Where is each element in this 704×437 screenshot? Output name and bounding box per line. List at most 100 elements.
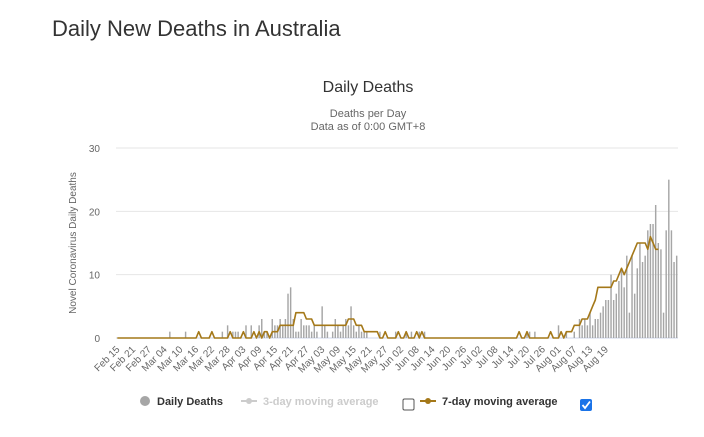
bar bbox=[675, 255, 678, 338]
bar bbox=[250, 325, 252, 338]
check-icon bbox=[581, 400, 591, 410]
bar bbox=[334, 319, 337, 338]
bar bbox=[418, 331, 421, 338]
bar bbox=[366, 331, 368, 338]
bar bbox=[405, 331, 407, 338]
bar bbox=[626, 255, 628, 338]
bar bbox=[668, 179, 670, 338]
bar bbox=[670, 230, 673, 338]
bar bbox=[589, 312, 591, 338]
bar bbox=[594, 319, 596, 338]
bar bbox=[347, 325, 350, 338]
chart-title: Daily Deaths bbox=[323, 79, 414, 96]
bar bbox=[628, 312, 631, 338]
bar bbox=[232, 331, 234, 338]
bar bbox=[261, 319, 263, 338]
bar bbox=[641, 262, 644, 338]
legend-label-daily-deaths: Daily Deaths bbox=[157, 396, 223, 408]
bar bbox=[350, 306, 352, 338]
legend-label-3day-average: 3-day moving average bbox=[263, 396, 379, 408]
bar bbox=[352, 325, 355, 338]
bar bbox=[581, 325, 583, 338]
bar bbox=[618, 281, 620, 338]
bar bbox=[636, 268, 639, 338]
bar bbox=[271, 319, 273, 338]
bar bbox=[534, 331, 536, 338]
bar bbox=[245, 325, 247, 338]
bar bbox=[360, 331, 363, 338]
bar bbox=[266, 331, 268, 338]
bar bbox=[526, 331, 528, 338]
bar bbox=[342, 325, 344, 338]
chart-subtitle-2: Data as of 0:00 GMT+8 bbox=[311, 121, 426, 133]
bar bbox=[673, 262, 675, 338]
y-axis-label: Novel Coronavirus Daily Deaths bbox=[68, 172, 79, 314]
bar bbox=[528, 331, 531, 338]
bar bbox=[169, 331, 171, 338]
bar bbox=[657, 243, 660, 338]
bar bbox=[226, 325, 229, 338]
y-tick-label: 30 bbox=[89, 144, 101, 155]
bar bbox=[605, 300, 607, 338]
y-tick-label: 10 bbox=[89, 271, 101, 282]
bar bbox=[565, 331, 568, 338]
bar bbox=[660, 249, 662, 338]
checkbox-7day-average[interactable] bbox=[580, 399, 592, 411]
bar bbox=[221, 331, 224, 338]
bar bbox=[620, 268, 623, 338]
bar bbox=[602, 306, 604, 338]
legend-item-daily-deaths[interactable]: Daily Deaths bbox=[140, 396, 223, 408]
bar bbox=[649, 224, 652, 338]
bar bbox=[282, 325, 284, 338]
bar bbox=[295, 331, 297, 338]
bar bbox=[410, 331, 413, 338]
bar bbox=[263, 331, 266, 338]
bar bbox=[586, 325, 589, 338]
bar bbox=[234, 331, 237, 338]
bar bbox=[597, 319, 599, 338]
bar bbox=[300, 319, 302, 338]
page-title: Daily New Deaths in Australia bbox=[52, 16, 341, 41]
bar bbox=[591, 325, 594, 338]
bar bbox=[652, 224, 654, 338]
bar bbox=[297, 331, 300, 338]
bar bbox=[633, 293, 636, 338]
bar-series bbox=[169, 179, 678, 338]
bar bbox=[379, 331, 381, 338]
bar bbox=[289, 287, 292, 338]
bar bbox=[612, 300, 615, 338]
legend-marker-3day-dot bbox=[246, 398, 252, 404]
bar bbox=[292, 319, 294, 338]
bar bbox=[662, 312, 665, 338]
bar bbox=[303, 325, 305, 338]
y-tick-labels: 0 10 20 30 bbox=[89, 144, 101, 345]
chart-subtitle: Deaths per Day bbox=[330, 108, 407, 120]
legend-item-3day-average[interactable]: 3-day moving average bbox=[241, 396, 379, 408]
bar bbox=[355, 331, 358, 338]
bar bbox=[647, 230, 649, 338]
bar bbox=[339, 331, 342, 338]
bar bbox=[358, 325, 360, 338]
bar bbox=[610, 274, 612, 338]
legend-marker-7day-dot bbox=[425, 398, 431, 404]
legend-item-7day-average[interactable]: 7-day moving average bbox=[420, 396, 558, 408]
y-tick-label: 20 bbox=[89, 207, 101, 218]
bar bbox=[316, 331, 318, 338]
bar bbox=[310, 331, 313, 338]
bar bbox=[313, 325, 315, 338]
bar bbox=[557, 325, 560, 338]
bar bbox=[599, 312, 602, 338]
legend-label-7day-average: 7-day moving average bbox=[442, 396, 558, 408]
bar bbox=[331, 331, 334, 338]
bar bbox=[363, 331, 365, 338]
bar bbox=[287, 293, 289, 338]
bar bbox=[321, 306, 323, 338]
avg7-line bbox=[117, 235, 659, 339]
avg7-series bbox=[117, 235, 659, 339]
bar bbox=[615, 293, 618, 338]
bar bbox=[665, 230, 667, 338]
bar bbox=[326, 331, 329, 338]
checkbox-3day-average[interactable] bbox=[402, 398, 415, 411]
